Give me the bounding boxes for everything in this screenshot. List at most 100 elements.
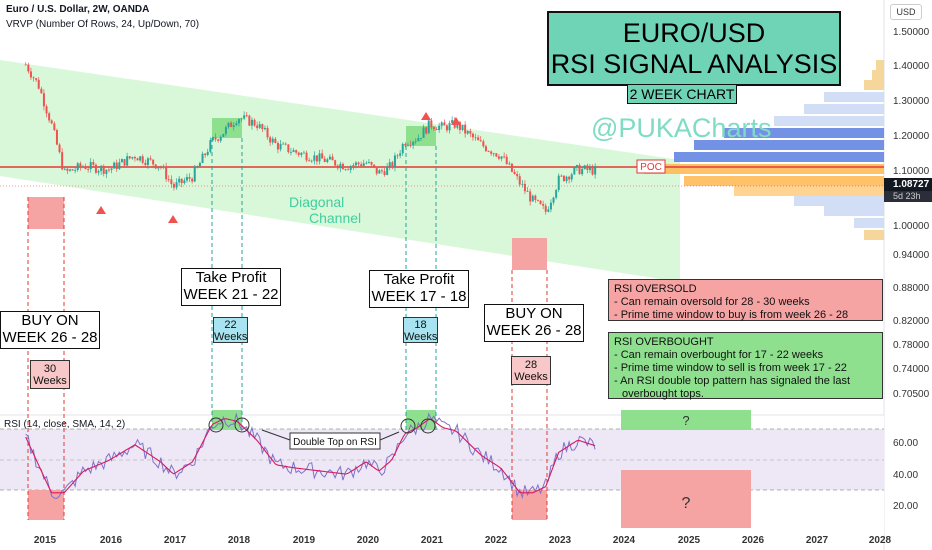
- candle-body: [583, 165, 586, 169]
- currency-button[interactable]: USD: [890, 4, 922, 20]
- candle-body: [240, 118, 243, 120]
- candle-body: [399, 153, 402, 156]
- candle-body: [487, 151, 490, 152]
- weeks-badge-18: 18 Weeks: [403, 317, 438, 343]
- volume-profile-bar: [794, 196, 884, 206]
- candle-body: [544, 205, 547, 212]
- candle-body: [458, 122, 461, 130]
- overbought-zone-2017: [212, 118, 242, 138]
- buy-triangle: [168, 215, 178, 223]
- candle-body: [126, 156, 129, 166]
- countdown-label: 5d 23h: [893, 191, 921, 201]
- double-top-circle: [208, 417, 224, 433]
- year-label: 2026: [741, 535, 765, 546]
- candle-body: [180, 178, 183, 184]
- year-label: 2023: [548, 535, 572, 546]
- candle-body: [274, 138, 277, 143]
- candle-body: [230, 122, 233, 127]
- candle-body: [336, 165, 339, 169]
- candle-body: [81, 166, 84, 168]
- candle-body: [113, 162, 116, 169]
- candle-body: [167, 179, 170, 180]
- candle-body: [61, 152, 64, 170]
- candle-body: [557, 175, 560, 191]
- candle-body: [123, 159, 126, 166]
- candle-body: [318, 153, 321, 162]
- candle-body: [360, 164, 363, 166]
- candle-body: [133, 157, 136, 159]
- candle-body: [323, 158, 326, 163]
- candle-body: [562, 175, 565, 182]
- candle-body: [362, 163, 365, 166]
- candle-body: [495, 153, 498, 157]
- buy-triangle: [96, 206, 106, 214]
- price-tick: 0.94000: [893, 250, 930, 261]
- candle-body: [549, 202, 552, 210]
- question-mark: ?: [682, 495, 691, 512]
- candle-body: [391, 162, 394, 168]
- candle-body: [292, 150, 295, 152]
- candle-body: [209, 140, 212, 152]
- price-tick: 0.88000: [893, 283, 930, 294]
- candle-body: [118, 162, 121, 170]
- candle-body: [263, 127, 266, 130]
- candle-body: [287, 144, 290, 153]
- candle-body: [131, 157, 134, 159]
- rsi-tick: 40.00: [893, 470, 919, 481]
- candle-body: [48, 113, 51, 121]
- candle-body: [321, 153, 324, 159]
- price-tick: 1.00000: [893, 221, 930, 232]
- overbought-note: RSI OVERBOUGHT - Can remain overbought f…: [608, 332, 883, 400]
- candle-body: [422, 127, 425, 138]
- year-label: 2019: [292, 535, 316, 546]
- double-top-circle: [234, 417, 250, 433]
- oversold-note: RSI OVERSOLD - Can remain oversold for 2…: [608, 279, 883, 321]
- candle-body: [222, 133, 225, 137]
- candle-body: [565, 176, 568, 182]
- candle-body: [328, 156, 331, 160]
- candle-body: [76, 163, 79, 170]
- volume-profile-bar: [734, 186, 884, 196]
- volume-profile-bar: [724, 128, 884, 138]
- candle-body: [24, 64, 27, 66]
- candle-body: [461, 124, 464, 130]
- candle-body: [373, 164, 376, 167]
- candle-body: [250, 119, 253, 126]
- candle-body: [560, 175, 563, 177]
- candle-body: [37, 79, 40, 89]
- candle-body: [45, 106, 48, 114]
- candle-body: [269, 137, 272, 143]
- weeks-badge-30: 30 Weeks: [30, 360, 70, 389]
- candle-body: [279, 143, 282, 150]
- candle-body: [100, 165, 103, 172]
- double-top-circle: [420, 418, 436, 434]
- candle-body: [406, 144, 409, 146]
- candle-body: [172, 184, 175, 188]
- candle-body: [232, 125, 235, 127]
- candle-body: [427, 120, 430, 134]
- candle-body: [331, 156, 334, 161]
- candle-body: [154, 164, 157, 169]
- year-label: 2018: [227, 535, 251, 546]
- candle-body: [477, 137, 480, 141]
- candle-body: [570, 174, 573, 180]
- price-tick: 1.10000: [893, 166, 930, 177]
- candle-body: [128, 156, 131, 159]
- candle-body: [435, 129, 438, 131]
- candle-body: [162, 166, 165, 168]
- volume-profile-bar: [804, 104, 884, 114]
- weeks-badge-22: 22 Weeks: [213, 317, 248, 343]
- candle-body: [261, 124, 264, 130]
- candle-body: [94, 164, 97, 173]
- buy-label-1: BUY ON WEEK 26 - 28: [0, 311, 100, 349]
- candle-body: [237, 119, 240, 124]
- candle-body: [302, 152, 305, 154]
- candle-body: [110, 168, 113, 170]
- candle-body: [443, 122, 446, 126]
- volume-profile-bar: [674, 152, 884, 162]
- candle-body: [152, 159, 155, 165]
- future-oversold-zone: [621, 470, 751, 528]
- candle-body: [471, 133, 474, 138]
- candle-body: [235, 123, 238, 126]
